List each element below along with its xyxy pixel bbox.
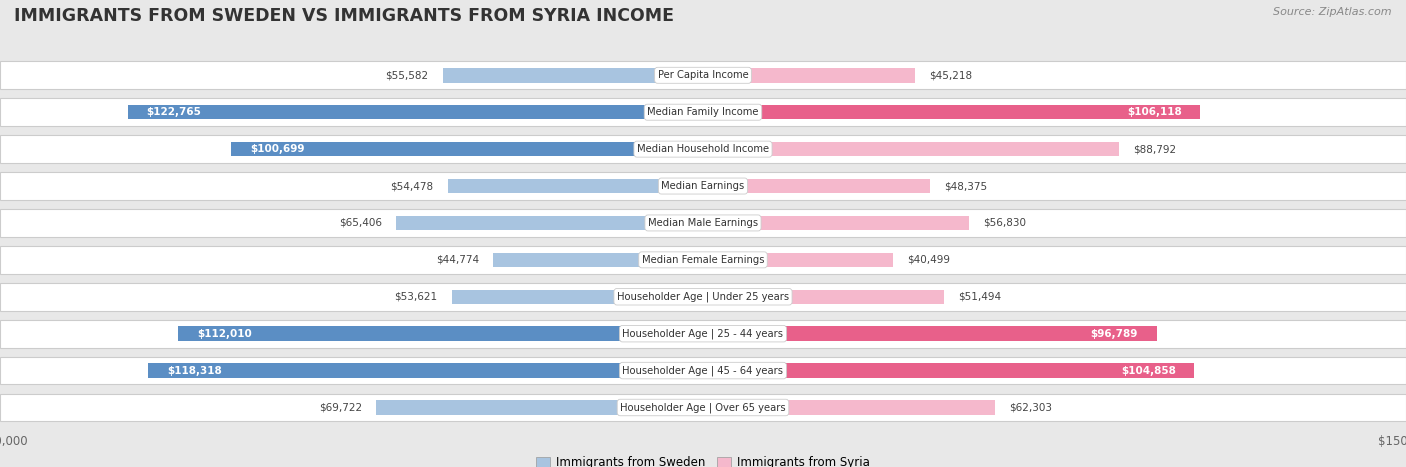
Bar [0,99,1406,126]
Text: Per Capita Income: Per Capita Income [658,71,748,80]
Text: Householder Age | Under 25 years: Householder Age | Under 25 years [617,291,789,302]
Text: $88,792: $88,792 [1133,144,1177,154]
Text: $100,699: $100,699 [250,144,304,154]
Text: $112,010: $112,010 [197,329,252,339]
Bar [0,209,1406,237]
Bar [128,105,703,120]
Text: $44,774: $44,774 [436,255,479,265]
Bar [703,290,945,304]
Bar [396,216,703,230]
Bar [443,68,703,83]
Bar [703,68,915,83]
Bar [0,320,1406,347]
Bar [703,363,1195,378]
Bar [703,216,969,230]
Text: $96,789: $96,789 [1091,329,1137,339]
Text: $48,375: $48,375 [943,181,987,191]
Bar [231,142,703,156]
Text: $51,494: $51,494 [959,292,1001,302]
Text: Median Male Earnings: Median Male Earnings [648,218,758,228]
Text: Median Household Income: Median Household Income [637,144,769,154]
Bar [0,172,1406,200]
Bar [703,400,995,415]
Bar [149,363,703,378]
Text: $45,218: $45,218 [929,71,972,80]
Bar [179,326,703,341]
Text: $122,765: $122,765 [146,107,201,117]
Bar [0,357,1406,384]
Bar [377,400,703,415]
Text: $69,722: $69,722 [319,403,363,412]
Bar [703,326,1157,341]
Text: $54,478: $54,478 [391,181,433,191]
Text: Householder Age | 25 - 44 years: Householder Age | 25 - 44 years [623,328,783,339]
Bar [703,142,1119,156]
Text: $53,621: $53,621 [395,292,437,302]
Bar [703,179,929,193]
Text: $118,318: $118,318 [167,366,222,375]
Text: $106,118: $106,118 [1126,107,1181,117]
Bar [0,394,1406,421]
Bar [703,253,893,267]
Text: IMMIGRANTS FROM SWEDEN VS IMMIGRANTS FROM SYRIA INCOME: IMMIGRANTS FROM SWEDEN VS IMMIGRANTS FRO… [14,7,673,25]
Text: Householder Age | Over 65 years: Householder Age | Over 65 years [620,402,786,413]
Text: $40,499: $40,499 [907,255,950,265]
Bar [0,62,1406,89]
Bar [0,246,1406,274]
Legend: Immigrants from Sweden, Immigrants from Syria: Immigrants from Sweden, Immigrants from … [531,451,875,467]
Text: $104,858: $104,858 [1121,366,1175,375]
Text: $62,303: $62,303 [1010,403,1052,412]
Bar [447,179,703,193]
Text: Median Earnings: Median Earnings [661,181,745,191]
Bar [451,290,703,304]
Text: Median Female Earnings: Median Female Earnings [641,255,765,265]
Bar [0,283,1406,311]
Bar [0,135,1406,163]
Text: Median Family Income: Median Family Income [647,107,759,117]
Text: Householder Age | 45 - 64 years: Householder Age | 45 - 64 years [623,365,783,376]
Bar [494,253,703,267]
Text: Source: ZipAtlas.com: Source: ZipAtlas.com [1274,7,1392,17]
Bar [703,105,1201,120]
Text: $56,830: $56,830 [983,218,1026,228]
Text: $65,406: $65,406 [339,218,382,228]
Text: $55,582: $55,582 [385,71,429,80]
